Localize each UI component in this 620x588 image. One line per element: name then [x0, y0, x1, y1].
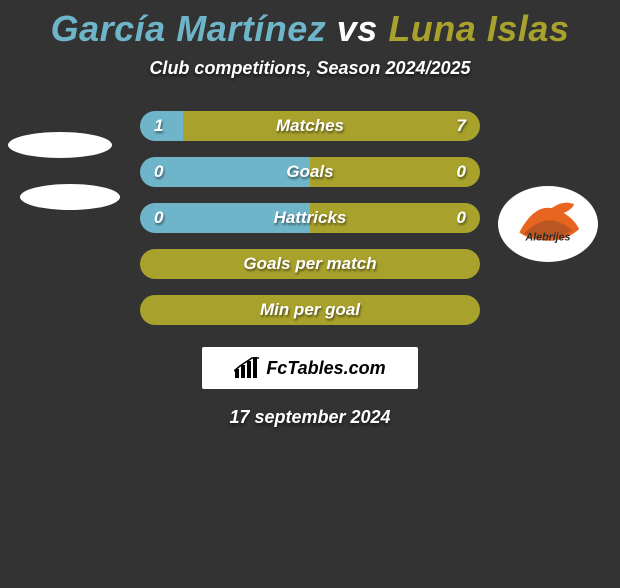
chart-icon — [234, 357, 260, 379]
stat-bar-row: Goals per match — [140, 249, 480, 279]
player1-name: García Martínez — [51, 8, 327, 49]
player2-name: Luna Islas — [388, 8, 569, 49]
vs-text: vs — [337, 8, 378, 49]
svg-text:Alebrijes: Alebrijes — [525, 231, 571, 243]
stat-bar-row: 00Hattricks — [140, 203, 480, 233]
date-text: 17 september 2024 — [0, 407, 620, 428]
team1-logo-placeholder — [20, 184, 120, 210]
stat-bar-label: Goals per match — [140, 249, 480, 279]
subtitle: Club competitions, Season 2024/2025 — [0, 58, 620, 79]
team2-logo: Alebrijes — [498, 186, 598, 262]
alebrijes-icon: Alebrijes — [507, 193, 589, 255]
stat-bar-label: Min per goal — [140, 295, 480, 325]
stat-bar-label: Hattricks — [140, 203, 480, 233]
stat-bar-row: 00Goals — [140, 157, 480, 187]
stat-bar-label: Goals — [140, 157, 480, 187]
player1-photo-placeholder — [8, 132, 112, 158]
fctables-branding: FcTables.com — [202, 347, 418, 389]
branding-text: FcTables.com — [266, 358, 385, 379]
stat-bar-label: Matches — [140, 111, 480, 141]
stat-bar-row: 17Matches — [140, 111, 480, 141]
stat-bar-row: Min per goal — [140, 295, 480, 325]
comparison-title: García Martínez vs Luna Islas — [0, 8, 620, 50]
